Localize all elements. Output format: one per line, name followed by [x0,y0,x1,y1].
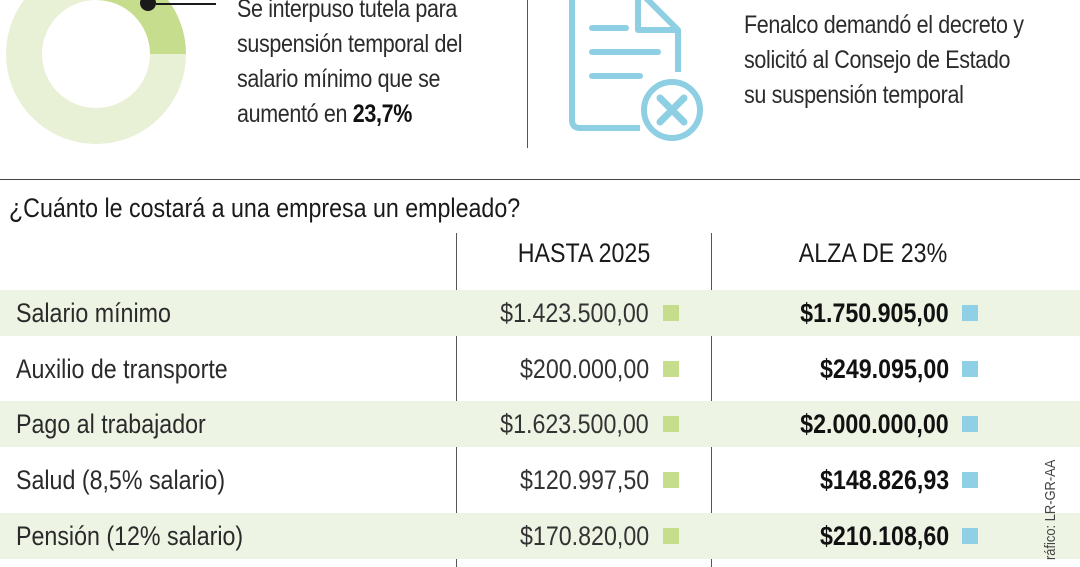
legend-square-23 [962,528,978,544]
tutela-text: Se interpuso tutela para suspensión temp… [237,0,462,132]
legend-square-2025 [663,305,679,321]
value-2025: $1.623.500,00 [500,409,649,439]
tutela-percentage: 23,7% [352,100,413,128]
row-label: Salario mínimo [16,298,171,328]
callout-line [156,3,216,5]
graphic-credit: ráfico: LR-GR-AA [1042,459,1059,560]
row-label: Auxilio de transporte [16,354,228,384]
legend-square-2025 [663,361,679,377]
fenalco-line: Fenalco demandó el decreto y [744,11,1024,39]
value-23: $1.750.905,00 [800,298,949,328]
fenalco-line: solicitó al Consejo de Estado [744,46,1011,74]
column-header-23: ALZA DE 23% [798,238,948,268]
tutela-line: suspensión temporal del [237,30,463,58]
row-label: Pensión (12% salario) [16,521,244,551]
tutela-line-start: aumentó en [237,100,353,128]
value-23: $2.000.000,00 [800,409,949,439]
table-row: Pensión (12% salario) $170.820,00 $210.1… [0,513,1080,559]
legend-square-23 [962,416,978,432]
value-23: $148.826,93 [819,465,949,495]
legend-square-2025 [663,472,679,488]
value-23: $249.095,00 [819,354,949,384]
donut-chart [6,0,186,144]
value-2025: $170.820,00 [519,521,649,551]
legend-square-2025 [663,416,679,432]
document-x-icon [569,0,703,141]
value-2025: $120.997,50 [519,465,649,495]
fenalco-text: Fenalco demandó el decreto y solicitó al… [744,8,1024,113]
column-divider [711,233,712,567]
callout-dot [140,0,156,11]
tutela-line: salario mínimo que se [237,65,441,93]
section-divider [527,0,528,148]
value-2025: $1.423.500,00 [500,298,649,328]
table-row: Salario mínimo $1.423.500,00 $1.750.905,… [0,290,1080,336]
table-title: ¿Cuánto le costará a una empresa un empl… [9,193,521,223]
tutela-line: aumentó en 23,7% [237,97,462,132]
tutela-line: Se interpuso tutela para [237,0,458,23]
row-label: Pago al trabajador [16,409,206,439]
legend-square-23 [962,472,978,488]
table-row: Salud (8,5% salario) $120.997,50 $148.82… [0,457,1080,503]
value-2025: $200.000,00 [519,354,649,384]
donut-segment [95,0,186,55]
column-divider [456,233,457,567]
value-23: $210.108,60 [819,521,949,551]
table-row: Pago al trabajador $1.623.500,00 $2.000.… [0,401,1080,447]
legend-square-2025 [663,528,679,544]
legend-square-23 [962,361,978,377]
row-label: Salud (8,5% salario) [16,465,226,495]
table-row: Auxilio de transporte $200.000,00 $249.0… [0,346,1080,392]
section-separator [0,179,1080,180]
fenalco-line: su suspensión temporal [744,81,964,109]
legend-square-23 [962,305,978,321]
column-header-2025: HASTA 2025 [517,238,651,268]
